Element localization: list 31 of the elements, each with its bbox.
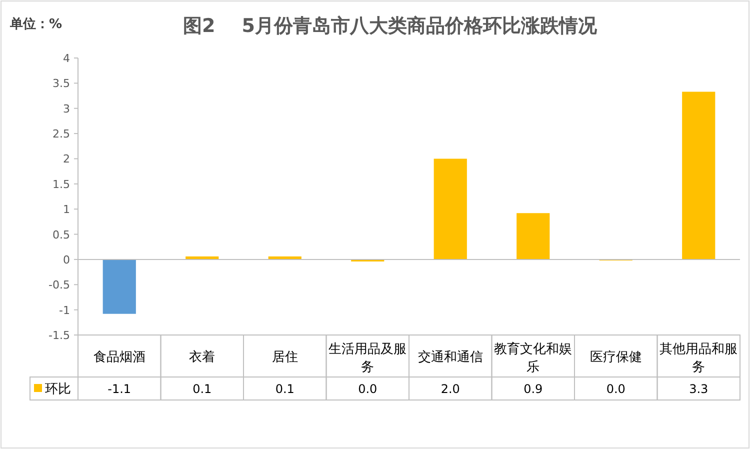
y-tick-label: 2.5 — [52, 128, 70, 141]
legend-label: 环比 — [45, 382, 71, 397]
x-tick-label: 居住 — [272, 350, 298, 365]
y-tick-label: 0 — [63, 253, 70, 266]
y-tick-label: 3.5 — [52, 77, 70, 90]
x-tick-label: 食品烟酒 — [93, 350, 146, 365]
x-tick-label: 其他用品和服务 — [660, 342, 738, 375]
y-tick-label: 3 — [63, 102, 70, 116]
data-label: 0.1 — [192, 382, 212, 396]
text: 单位：% — [9, 16, 62, 32]
chart-title: 图2 5月份青岛市八大类商品价格环比涨跌情况 — [183, 15, 598, 37]
y-tick-label: 2 — [63, 152, 70, 166]
data-label: 0.9 — [524, 382, 543, 396]
x-tick-label: 生活用品及服务 — [328, 342, 407, 375]
y-tick-label: -1.5 — [48, 329, 70, 342]
data-label: 2.0 — [440, 382, 460, 396]
data-label: 0.0 — [358, 382, 378, 396]
x-tick-label: 衣着 — [189, 349, 216, 365]
y-tick-label: 1.5 — [52, 178, 70, 191]
y-tick-label: 1 — [63, 203, 70, 216]
data-label: 0.1 — [275, 382, 294, 396]
y-tick-label: -1 — [59, 304, 70, 317]
data-label: 0.0 — [606, 382, 626, 396]
x-tick-label: 医疗保健 — [590, 350, 642, 365]
y-tick-label: 4 — [63, 52, 70, 65]
y-tick-label: -0.5 — [48, 278, 70, 292]
y-tick-label: 0.5 — [52, 228, 70, 242]
x-tick-label: 交通和通信 — [418, 349, 483, 365]
x-tick-label: 教育文化和娱乐 — [494, 341, 572, 375]
data-label: -1.1 — [108, 382, 132, 396]
data-label: 3.3 — [689, 382, 708, 396]
